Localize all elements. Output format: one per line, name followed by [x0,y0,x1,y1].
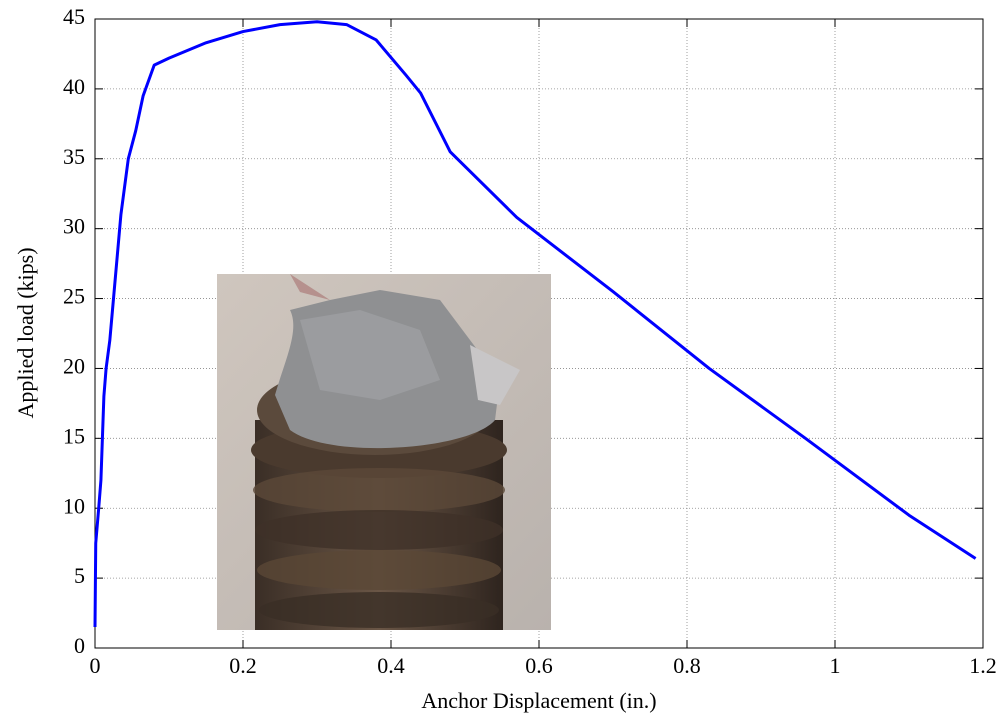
data-line [93,20,977,628]
y-tick-label: 30 [63,214,85,239]
y-tick-label: 20 [63,353,85,378]
x-tick-label: 0.4 [377,653,405,678]
x-tick-label: 0.8 [673,653,701,678]
x-tick-label: 1 [830,653,841,678]
y-tick-label: 25 [63,284,85,309]
y-tick-label: 45 [63,4,85,29]
inset-photo [217,274,551,630]
y-tick-label: 40 [63,74,85,99]
x-axis-label: Anchor Displacement (in.) [421,688,656,713]
y-tick-label: 35 [63,144,85,169]
x-tick-label: 0 [90,653,101,678]
y-tick-label: 5 [74,563,85,588]
y-tick-label: 10 [63,493,85,518]
x-tick-label: 1.2 [969,653,997,678]
y-tick-label: 15 [63,423,85,448]
y-tick-label: 0 [74,633,85,658]
x-tick-label: 0.2 [229,653,257,678]
y-axis-label: Applied load (kips) [13,247,38,418]
plot-frame [94,18,984,649]
x-tick-label: 0.6 [525,653,553,678]
